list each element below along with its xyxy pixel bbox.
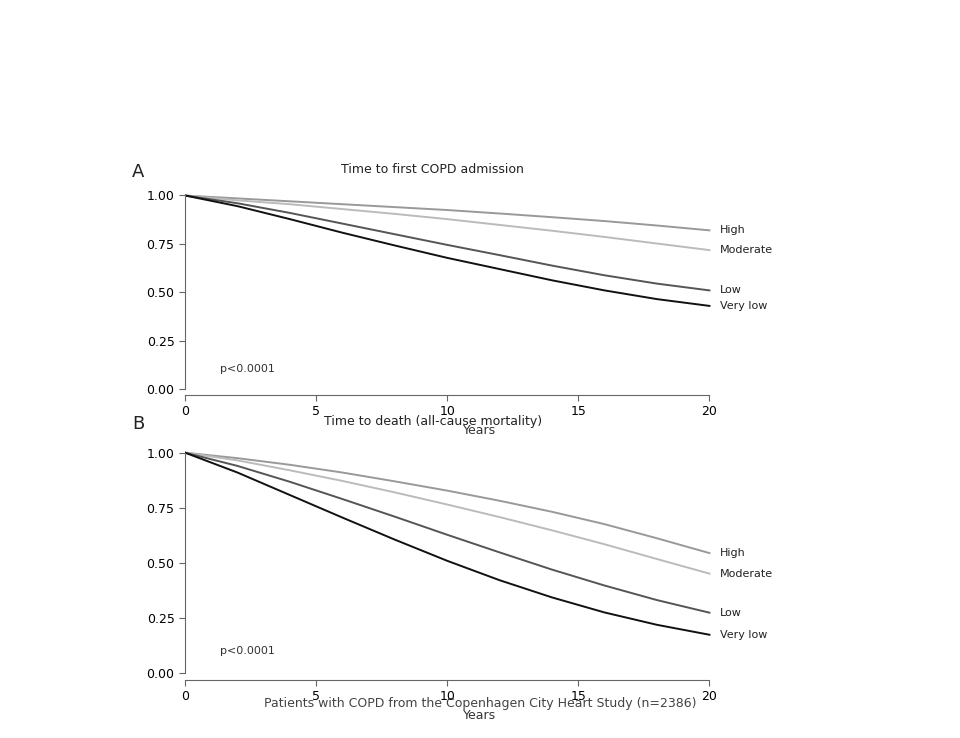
Text: Regular physical activity reduces hospital admissions (upper: Regular physical activity reduces hospit… <box>67 64 701 84</box>
X-axis label: Years: Years <box>464 709 496 722</box>
Text: Moderate: Moderate <box>720 245 773 255</box>
Text: p<0.0001: p<0.0001 <box>221 646 276 655</box>
Text: p<0.0001: p<0.0001 <box>221 364 276 373</box>
Text: High: High <box>720 548 746 558</box>
X-axis label: Years: Years <box>464 424 496 437</box>
Text: Very low: Very low <box>720 630 767 640</box>
Text: Time to death (all-cause mortality): Time to death (all-cause mortality) <box>324 415 541 428</box>
Text: Moderate: Moderate <box>720 568 773 579</box>
Text: Patients with COPD from the Copenhagen City Heart Study (n=2386): Patients with COPD from the Copenhagen C… <box>264 697 696 711</box>
Text: Low: Low <box>720 607 742 618</box>
Text: Time to first COPD admission: Time to first COPD admission <box>342 163 524 176</box>
Text: Very low: Very low <box>720 301 767 311</box>
Text: B: B <box>132 415 144 433</box>
Text: Low: Low <box>720 286 742 295</box>
Text: panel A) and all-cause death (lower panel B): panel A) and all-cause death (lower pane… <box>67 114 532 134</box>
Text: A: A <box>132 163 144 181</box>
Text: High: High <box>720 225 746 235</box>
